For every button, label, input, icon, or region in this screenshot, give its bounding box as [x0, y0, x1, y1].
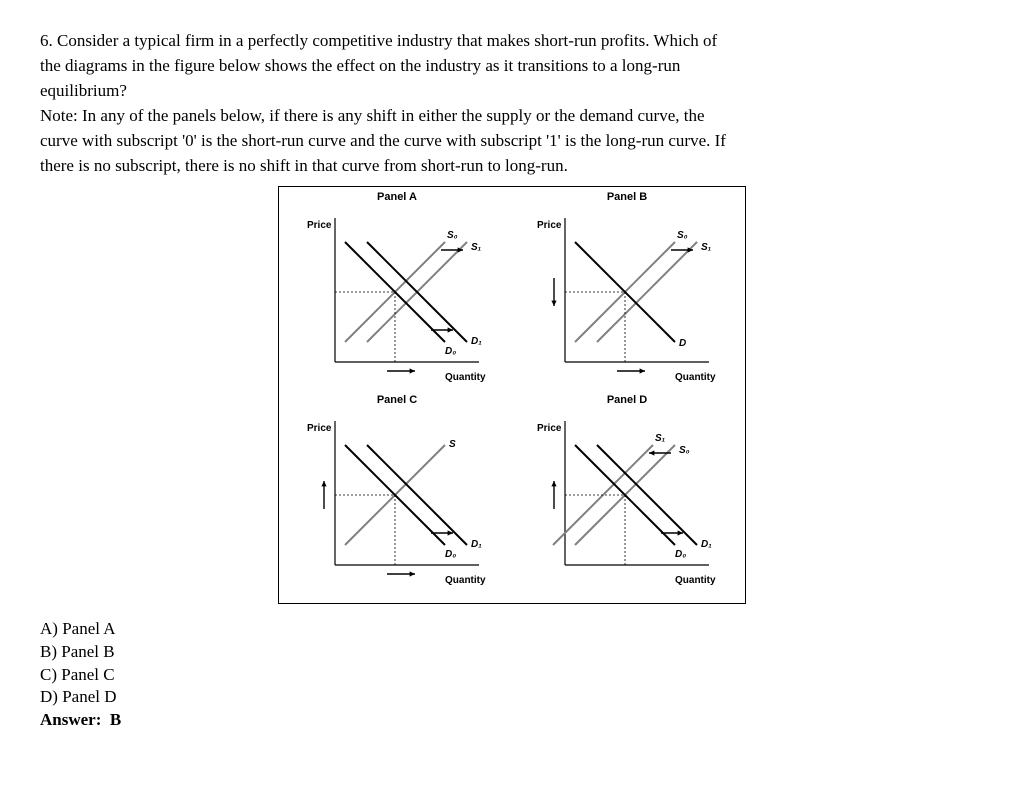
- svg-text:D₀: D₀: [445, 346, 456, 357]
- svg-text:Price: Price: [537, 220, 562, 231]
- panel-c-chart: Price Quantity S D₀ D₁: [297, 408, 497, 593]
- q-line-4: Note: In any of the panels below, if the…: [40, 105, 984, 128]
- svg-text:S₀: S₀: [679, 445, 690, 456]
- panel-b-chart: Price Quantity S₀ S₁ D: [527, 205, 727, 390]
- svg-text:S₀: S₀: [447, 230, 458, 241]
- svg-text:S₁: S₁: [701, 242, 712, 253]
- svg-text:D₁: D₁: [471, 539, 482, 550]
- svg-text:D₁: D₁: [471, 336, 482, 347]
- svg-text:D₁: D₁: [701, 539, 712, 550]
- panel-c-title: Panel C: [377, 394, 417, 406]
- panel-d: Panel D Price Quantity S₁ S₀ D₀ D₁: [527, 394, 727, 593]
- answer-line: Answer: B: [40, 709, 984, 732]
- q-line-1: 6. Consider a typical firm in a perfectl…: [40, 30, 984, 53]
- question-text: 6. Consider a typical firm in a perfectl…: [40, 30, 984, 178]
- svg-text:Price: Price: [307, 220, 332, 231]
- svg-text:S: S: [449, 439, 456, 450]
- answer-label: Answer:: [40, 710, 101, 729]
- option-a: A) Panel A: [40, 618, 984, 641]
- svg-text:D: D: [679, 338, 686, 349]
- panel-b-title: Panel B: [607, 191, 647, 203]
- q-line-2: the diagrams in the figure below shows t…: [40, 55, 984, 78]
- svg-text:Quantity: Quantity: [445, 372, 486, 383]
- answer-options: A) Panel A B) Panel B C) Panel C D) Pane…: [40, 618, 984, 733]
- svg-text:D₀: D₀: [675, 549, 686, 560]
- svg-text:D₀: D₀: [445, 549, 456, 560]
- panel-a: Panel A Price Quantity S₀ S₁ D₀ D₁: [297, 191, 497, 390]
- option-d: D) Panel D: [40, 686, 984, 709]
- panel-a-chart: Price Quantity S₀ S₁ D₀ D₁: [297, 205, 497, 390]
- svg-text:S₁: S₁: [655, 433, 666, 444]
- panels-figure: Panel A Price Quantity S₀ S₁ D₀ D₁ Panel B Pr…: [40, 186, 984, 604]
- q-line-3: equilibrium?: [40, 80, 984, 103]
- svg-text:Quantity: Quantity: [445, 575, 486, 586]
- panel-c: Panel C Price Quantity S D₀ D₁: [297, 394, 497, 593]
- panel-d-chart: Price Quantity S₁ S₀ D₀ D₁: [527, 408, 727, 593]
- panel-a-title: Panel A: [377, 191, 417, 203]
- q-line-5: curve with subscript '0' is the short-ru…: [40, 130, 984, 153]
- svg-text:Price: Price: [537, 423, 562, 434]
- svg-text:Price: Price: [307, 423, 332, 434]
- panel-d-title: Panel D: [607, 394, 647, 406]
- svg-text:Quantity: Quantity: [675, 372, 716, 383]
- option-c: C) Panel C: [40, 664, 984, 687]
- panel-b: Panel B Price Quantity S₀ S₁ D: [527, 191, 727, 390]
- q-line-6: there is no subscript, there is no shift…: [40, 155, 984, 178]
- svg-text:S₁: S₁: [471, 242, 482, 253]
- option-b: B) Panel B: [40, 641, 984, 664]
- svg-text:S₀: S₀: [677, 230, 688, 241]
- svg-text:Quantity: Quantity: [675, 575, 716, 586]
